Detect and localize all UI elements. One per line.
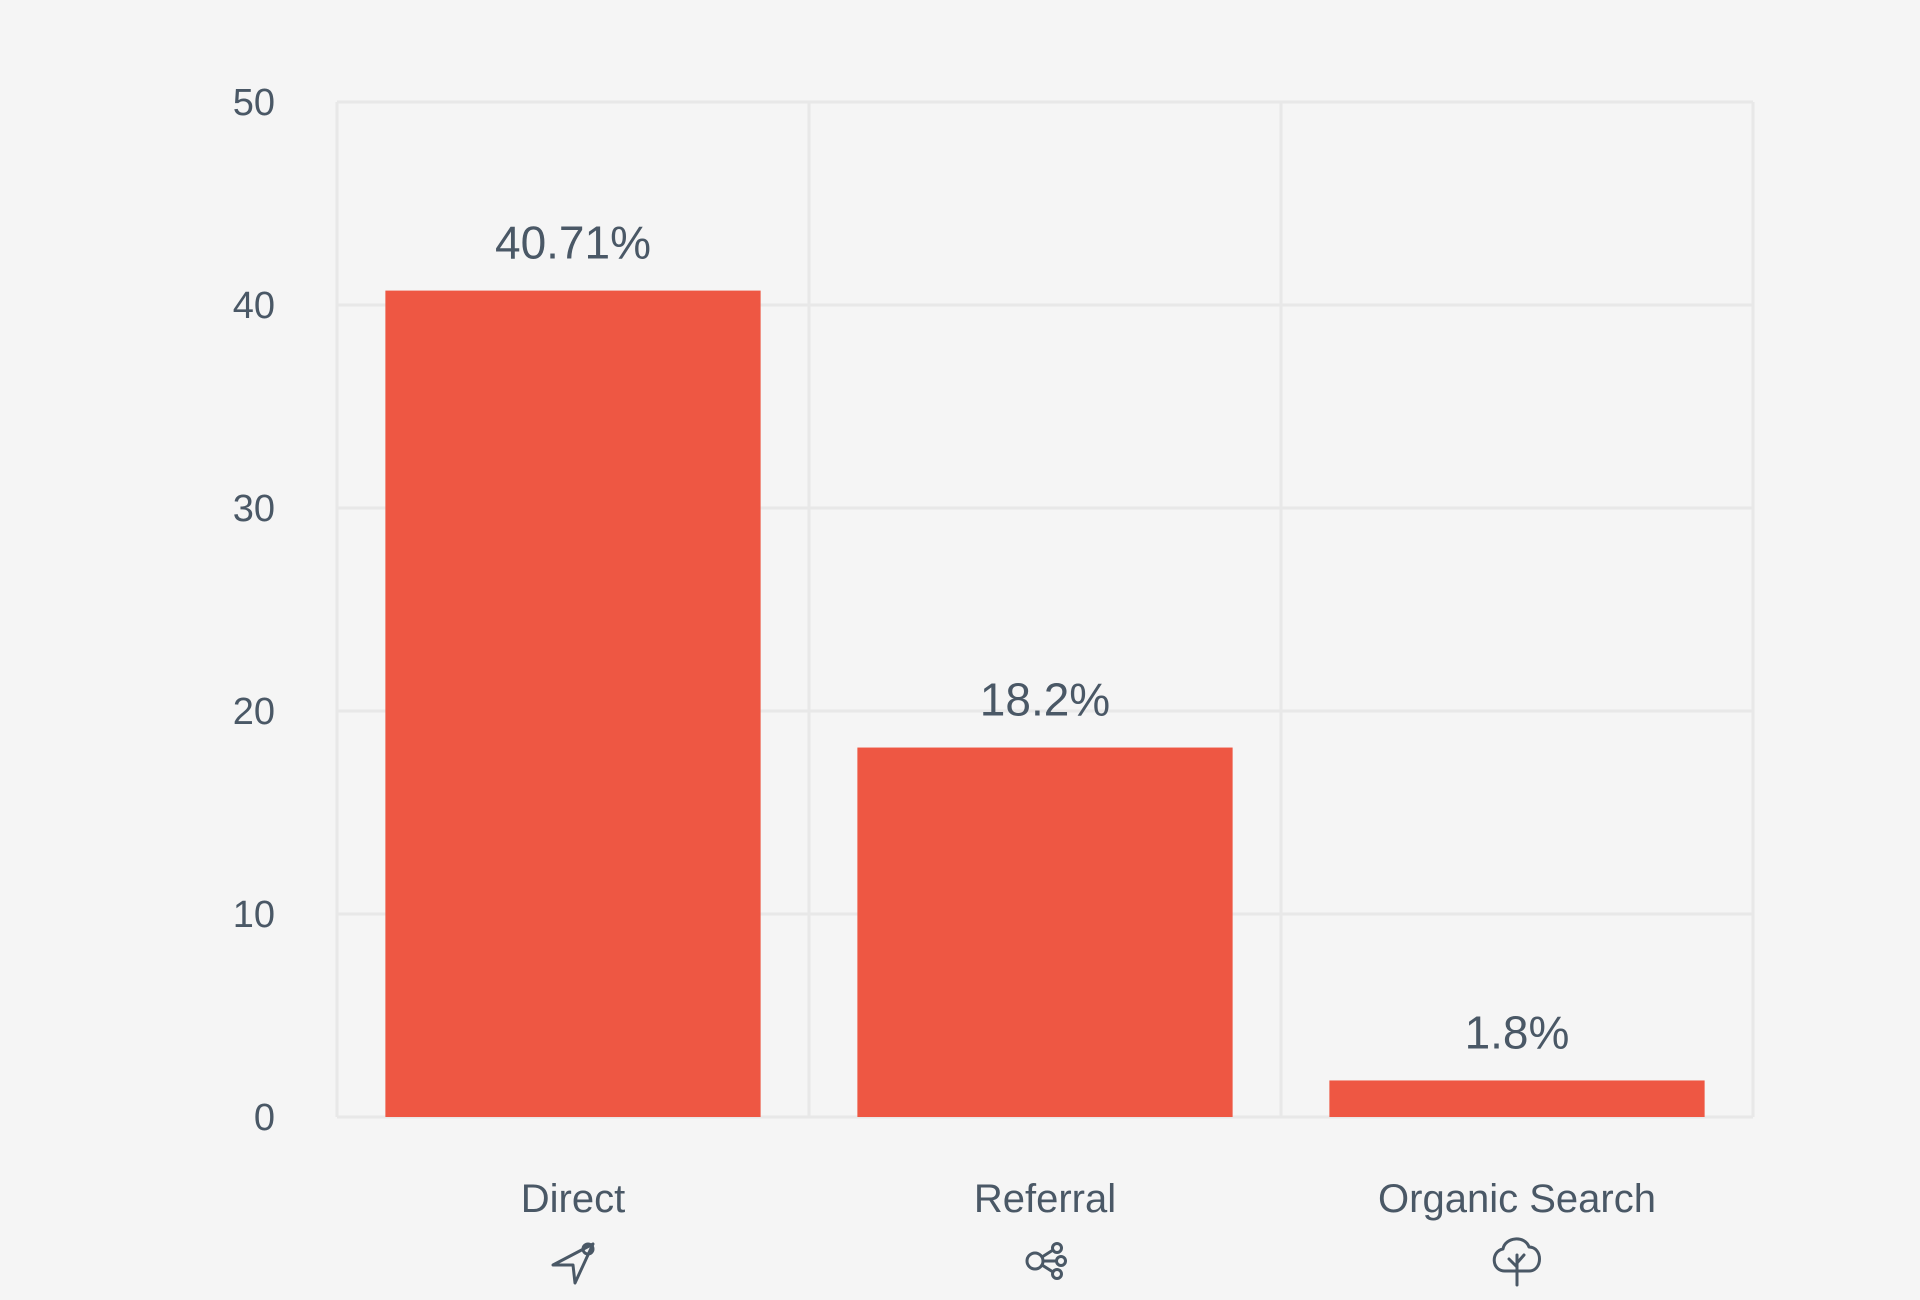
y-tick-label-50: 50 — [233, 82, 275, 124]
share-icon-part — [1025, 1251, 1045, 1271]
y-tick-label-20: 20 — [233, 691, 275, 733]
send-icon — [551, 1242, 595, 1285]
share-icon-part — [1051, 1268, 1063, 1280]
x-axis: Direct Referral Organic Search — [521, 1177, 1656, 1221]
tree-icon-part — [1507, 1253, 1526, 1287]
bar-value-label: 1.8% — [1465, 1006, 1570, 1058]
send-icon-part — [551, 1242, 595, 1285]
bar-value-label: 40.71% — [495, 217, 651, 269]
bar-value-label: 18.2% — [980, 674, 1110, 726]
share-icon-part — [1055, 1255, 1067, 1267]
bars — [385, 290, 1705, 1117]
x-tick-label-direct: Direct — [521, 1177, 625, 1221]
bar-organic-search — [1329, 1080, 1705, 1117]
tree-icon-part — [1492, 1237, 1541, 1273]
y-tick-label-10: 10 — [233, 894, 275, 936]
y-tick-label-0: 0 — [254, 1097, 275, 1139]
share-icon — [1025, 1242, 1067, 1280]
share-icon-part — [1051, 1242, 1063, 1254]
y-axis: 0 10 20 30 40 50 — [233, 82, 275, 1139]
category-icons — [551, 1237, 1541, 1287]
x-tick-label-organic-search: Organic Search — [1378, 1177, 1656, 1221]
send-icon-part — [581, 1242, 595, 1256]
bar-labels: 40.71% 18.2% 1.8% — [495, 217, 1569, 1059]
bar-referral — [857, 747, 1233, 1117]
y-tick-label-40: 40 — [233, 285, 275, 327]
bar-direct — [385, 290, 761, 1117]
x-tick-label-referral: Referral — [974, 1177, 1116, 1221]
share-icon-part — [1040, 1248, 1058, 1274]
y-tick-label-30: 30 — [233, 488, 275, 530]
tree-icon — [1492, 1237, 1541, 1287]
